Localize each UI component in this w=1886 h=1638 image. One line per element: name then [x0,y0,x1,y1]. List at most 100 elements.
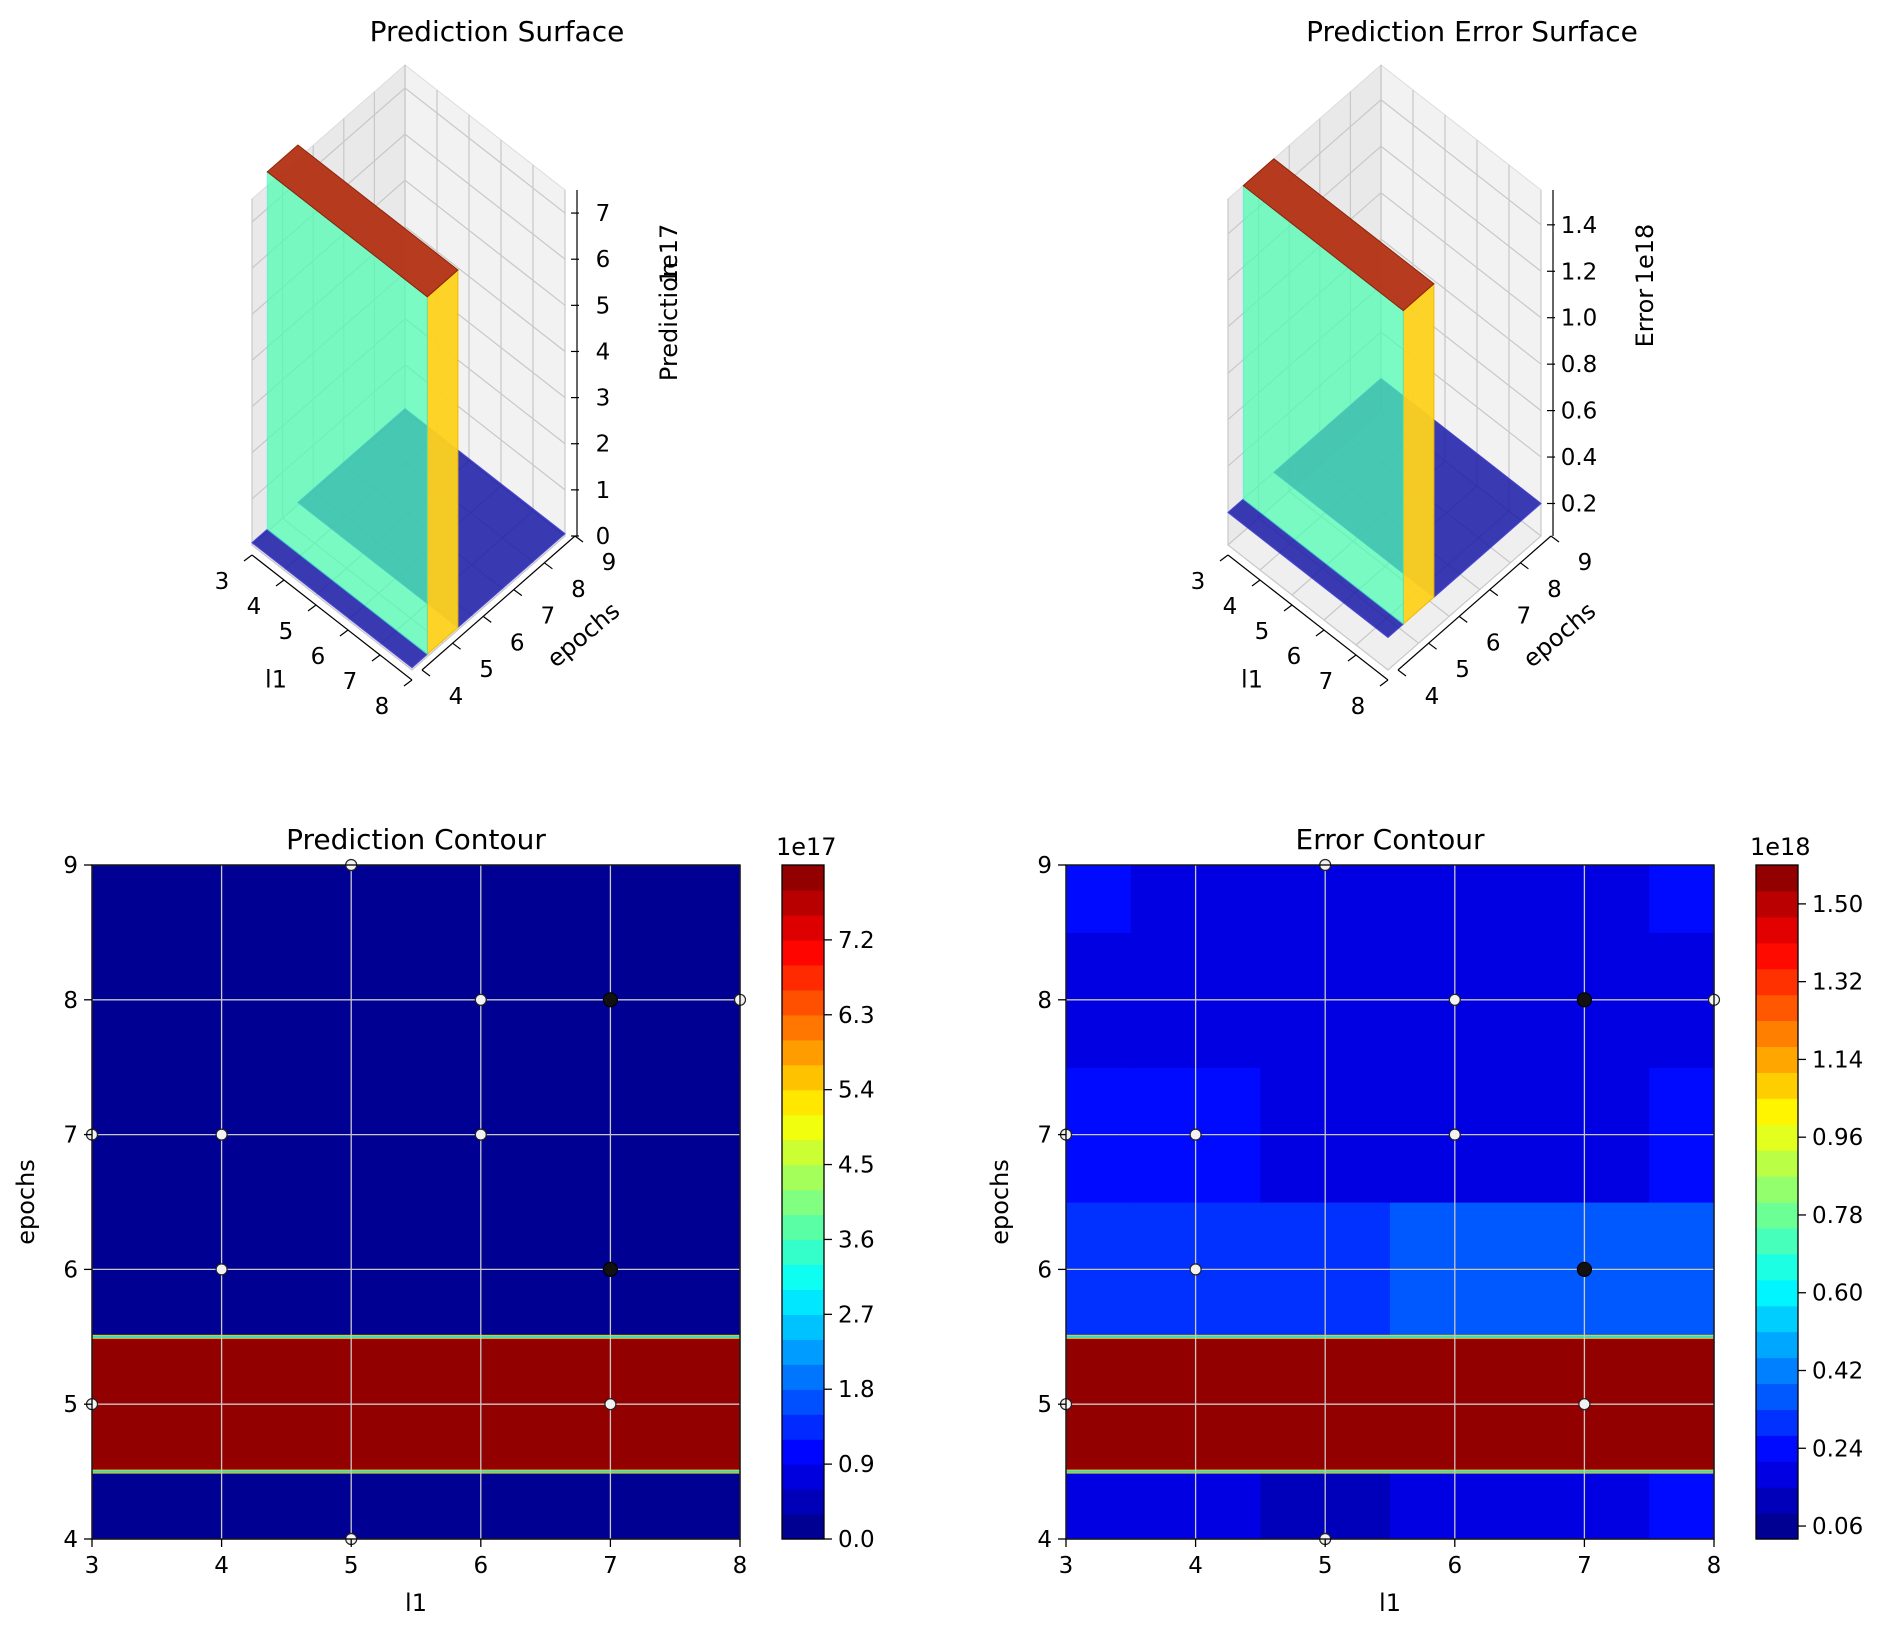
colorbar-tick-label: 0.96 [1812,1125,1863,1151]
colorbar-segment [782,1064,824,1091]
colorbar-frame [1755,864,1799,1540]
y-tick-label: 4 [1037,1527,1052,1553]
x-tick-label: 8 [733,1553,748,1579]
sample-point [1189,1128,1202,1141]
colorbar-segment [1756,1513,1798,1540]
prediction-contour-title: Prediction Contour [286,823,546,856]
sample-point [1576,992,1593,1008]
colorbar-tick-label: 7.2 [838,928,875,954]
colorbar-segment [1756,916,1798,944]
y-tick-label: 6 [1486,630,1501,656]
x-tick-label: 4 [247,594,262,620]
sample-point [1189,1263,1202,1276]
colorbar-segment [782,1514,824,1540]
x-axis-label: l1 [265,666,287,694]
colorbar-segment [782,964,824,991]
colorbar-offset-label: 1e17 [776,833,837,861]
y-tick [574,535,584,543]
colorbar-segment [1756,1435,1798,1462]
contour-cell [92,865,158,933]
colorbar-segment [782,1089,824,1116]
y-tick-label: 5 [1037,1392,1052,1418]
colorbar-segment [782,1489,824,1515]
x-tick-label: 5 [1255,619,1270,645]
error-surface-title: Prediction Error Surface [1306,15,1638,48]
colorbar-segment [1756,1227,1798,1255]
sample-point [215,1128,228,1141]
y-axis-line [1397,535,1552,671]
z-offset-label: 1e17 [655,224,683,285]
x-tick-label: 3 [215,569,230,595]
sample-point [474,1128,487,1141]
x-tick-label: 3 [1191,569,1206,595]
sample-point [215,1263,228,1276]
colorbar-segment [782,1339,824,1365]
x-tick [275,579,285,587]
colorbar-tick-label: 6.3 [838,1003,875,1029]
y-tick [1428,642,1437,650]
y-tick-label: 7 [540,604,555,630]
colorbar-tick-label: 1.50 [1812,892,1863,918]
colorbar-offset-label: 1e18 [1750,833,1811,861]
x-axis-line [251,554,413,681]
colorbar-segment [1756,890,1798,918]
z-tick-label: 0.4 [1561,445,1598,471]
x-axis-label: l1 [1241,666,1263,694]
z-tick-label: 3 [596,386,611,412]
x-tick-label: 3 [1059,1553,1074,1579]
colorbar-tick-label: 0.06 [1812,1514,1863,1540]
y-tick-label: 4 [63,1527,78,1553]
y-axis-label: epochs [986,1159,1014,1245]
band-edge [1066,1470,1714,1473]
error-surface-plot: 345678l1456789epochs0.20.40.60.81.01.21.… [1191,63,1659,720]
y-tick [1520,562,1529,570]
x-tick-label: 6 [1287,644,1302,670]
colorbar-segment [1756,1176,1798,1203]
x-tick-label: 6 [1447,1553,1462,1579]
z-tick-label: 2 [596,432,611,458]
band-edge [92,1335,740,1338]
x-axis-label: l1 [405,1589,427,1617]
colorbar-segment [1756,1098,1798,1125]
y-tick [513,589,523,597]
x-tick-label: 4 [214,1553,229,1579]
z-tick-label: 1.2 [1561,259,1598,285]
y-tick-label: 4 [1425,684,1440,710]
band-edge [1066,1335,1714,1338]
colorbar-segment [1756,1072,1798,1099]
colorbar-segment [1756,1124,1798,1151]
colorbar-segment [782,890,824,916]
plot-frame [91,864,741,1540]
colorbar-segment [1756,1279,1798,1307]
z-tick-label: 1.0 [1561,306,1598,332]
z-tick-label: 0 [596,524,611,550]
colorbar-tick-label: 2.7 [838,1302,875,1328]
x-tick-label: 8 [375,694,390,720]
y-tick-label: 8 [571,577,586,603]
colorbar-segment [782,1264,824,1290]
contour-cell [1066,1471,1132,1540]
sample-point [1448,1128,1461,1141]
x-tick [339,629,349,637]
contour-cell [1066,865,1132,933]
z-tick-label: 0.8 [1561,352,1598,378]
x-tick [1251,579,1261,587]
sample-point [1576,1261,1593,1278]
colorbar-segment [782,914,824,941]
x-tick [1283,604,1293,612]
colorbar-segment [1756,994,1798,1022]
colorbar-segment [1756,1253,1798,1281]
colorbar-tick-label: 0.0 [838,1527,875,1553]
colorbar-segment [782,1239,824,1265]
z-tick-label: 0.2 [1561,491,1598,517]
x-tick [1347,654,1357,662]
x-tick-label: 5 [344,1553,359,1579]
prediction-surface-title: Prediction Surface [370,15,625,48]
colorbar-segment [1756,1331,1798,1359]
x-tick-label: 7 [1319,669,1334,695]
colorbar-segment [782,1189,824,1216]
y-tick-label: 7 [1037,1123,1052,1149]
sample-point [602,992,619,1008]
colorbar-segment [782,1314,824,1340]
